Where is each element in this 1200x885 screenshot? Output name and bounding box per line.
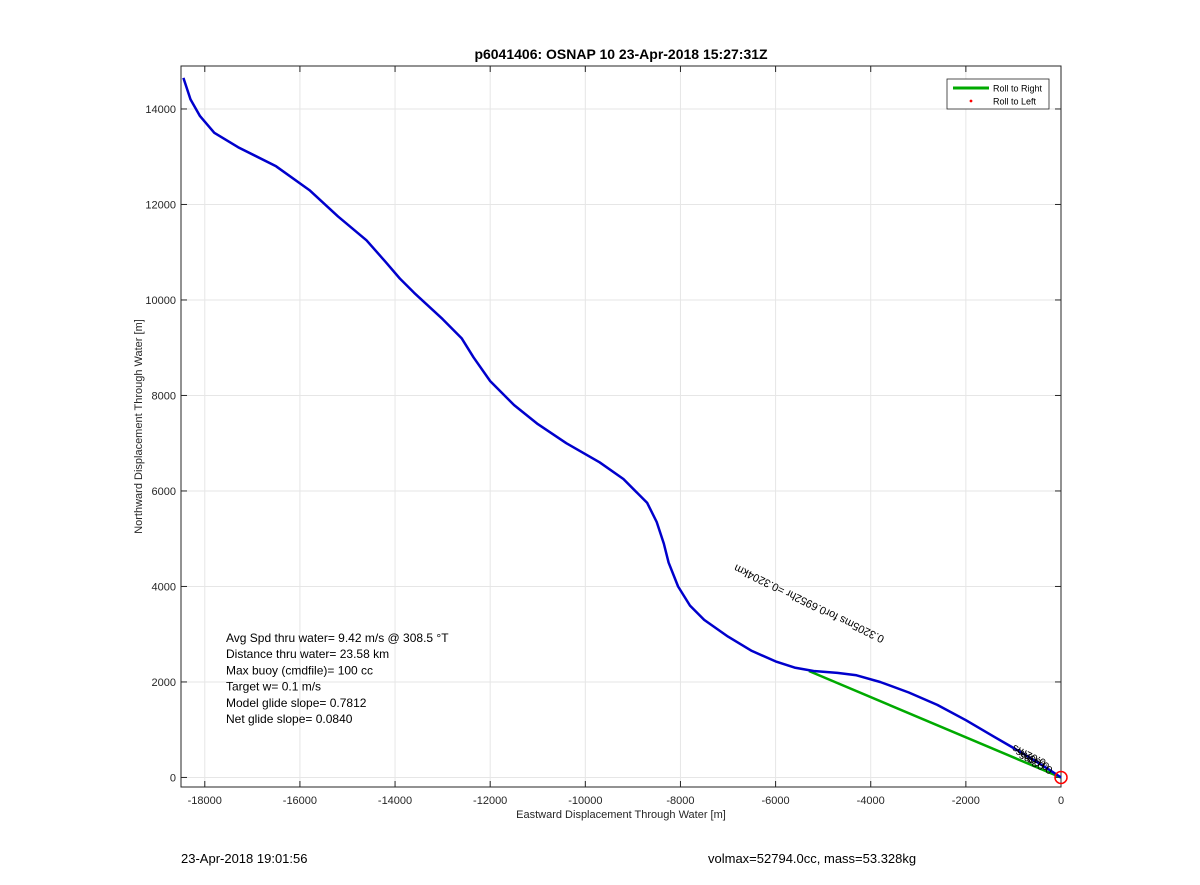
stats-annotation-line: Net glide slope= 0.0840	[226, 712, 353, 726]
stats-annotations: Avg Spd thru water= 9.42 m/s @ 308.5 °T D…	[226, 631, 449, 726]
stats-annotation-line: Model glide slope= 0.7812	[226, 696, 367, 710]
y-tick-label: 4000	[152, 581, 176, 593]
x-tick-label: -18000	[188, 795, 222, 807]
y-tick-label: 2000	[152, 677, 176, 689]
y-tick-label: 0	[170, 772, 176, 784]
stats-annotation-line: Target w= 0.1 m/s	[226, 680, 321, 694]
x-tick-label: -8000	[666, 795, 694, 807]
y-axis-label: Northward Displacement Through Water [m]	[133, 319, 145, 534]
x-tick-label: -4000	[857, 795, 885, 807]
y-tick-label: 6000	[152, 486, 176, 498]
axis-ticks: -18000 -16000 -14000 -12000 -10000 -8000 -6000…	[145, 66, 1064, 807]
net-displacement-line-green	[808, 669, 1062, 779]
x-tick-label: -16000	[283, 795, 317, 807]
y-tick-label: 14000	[145, 104, 176, 116]
x-axis-label: Eastward Displacement Through Water [m]	[516, 809, 726, 821]
stats-annotation-line: Distance thru water= 23.58 km	[226, 647, 389, 661]
legend: Roll to Right Roll to Left	[946, 78, 1050, 110]
y-tick-label: 8000	[152, 390, 176, 402]
grid	[181, 66, 1062, 787]
y-tick-label: 10000	[145, 295, 176, 307]
x-tick-label: -6000	[762, 795, 790, 807]
x-tick-label: -12000	[473, 795, 507, 807]
track-line-blue	[182, 77, 1062, 779]
legend-box	[946, 78, 1050, 110]
footer-timestamp: 23-Apr-2018 19:01:56	[181, 851, 308, 866]
legend-entry-label: Roll to Right	[993, 84, 1043, 94]
chart-title: p6041406: OSNAP 10 23-Apr-2018 15:27:31Z	[474, 46, 768, 62]
x-tick-label: -14000	[378, 795, 412, 807]
plot-area-frame	[180, 65, 1062, 788]
footer-volmax-mass: volmax=52794.0cc, mass=53.328kg	[708, 851, 917, 866]
y-tick-label: 12000	[145, 199, 176, 211]
stats-annotation-line: Max buoy (cmdfile)= 100 cc	[226, 663, 373, 677]
legend-dot-swatch	[969, 99, 973, 103]
legend-entry-label: Roll to Left	[993, 97, 1037, 107]
segment-annotation-label: 0.3205ms for0.6952hr =0.3204km	[732, 561, 886, 644]
x-tick-label: 0	[1058, 795, 1064, 807]
data-series	[182, 77, 1068, 785]
x-tick-label: -2000	[952, 795, 980, 807]
x-tick-label: -10000	[568, 795, 602, 807]
stats-annotation-line: Avg Spd thru water= 9.42 m/s @ 308.5 °T	[226, 631, 449, 645]
end-point-marker	[1054, 770, 1068, 785]
